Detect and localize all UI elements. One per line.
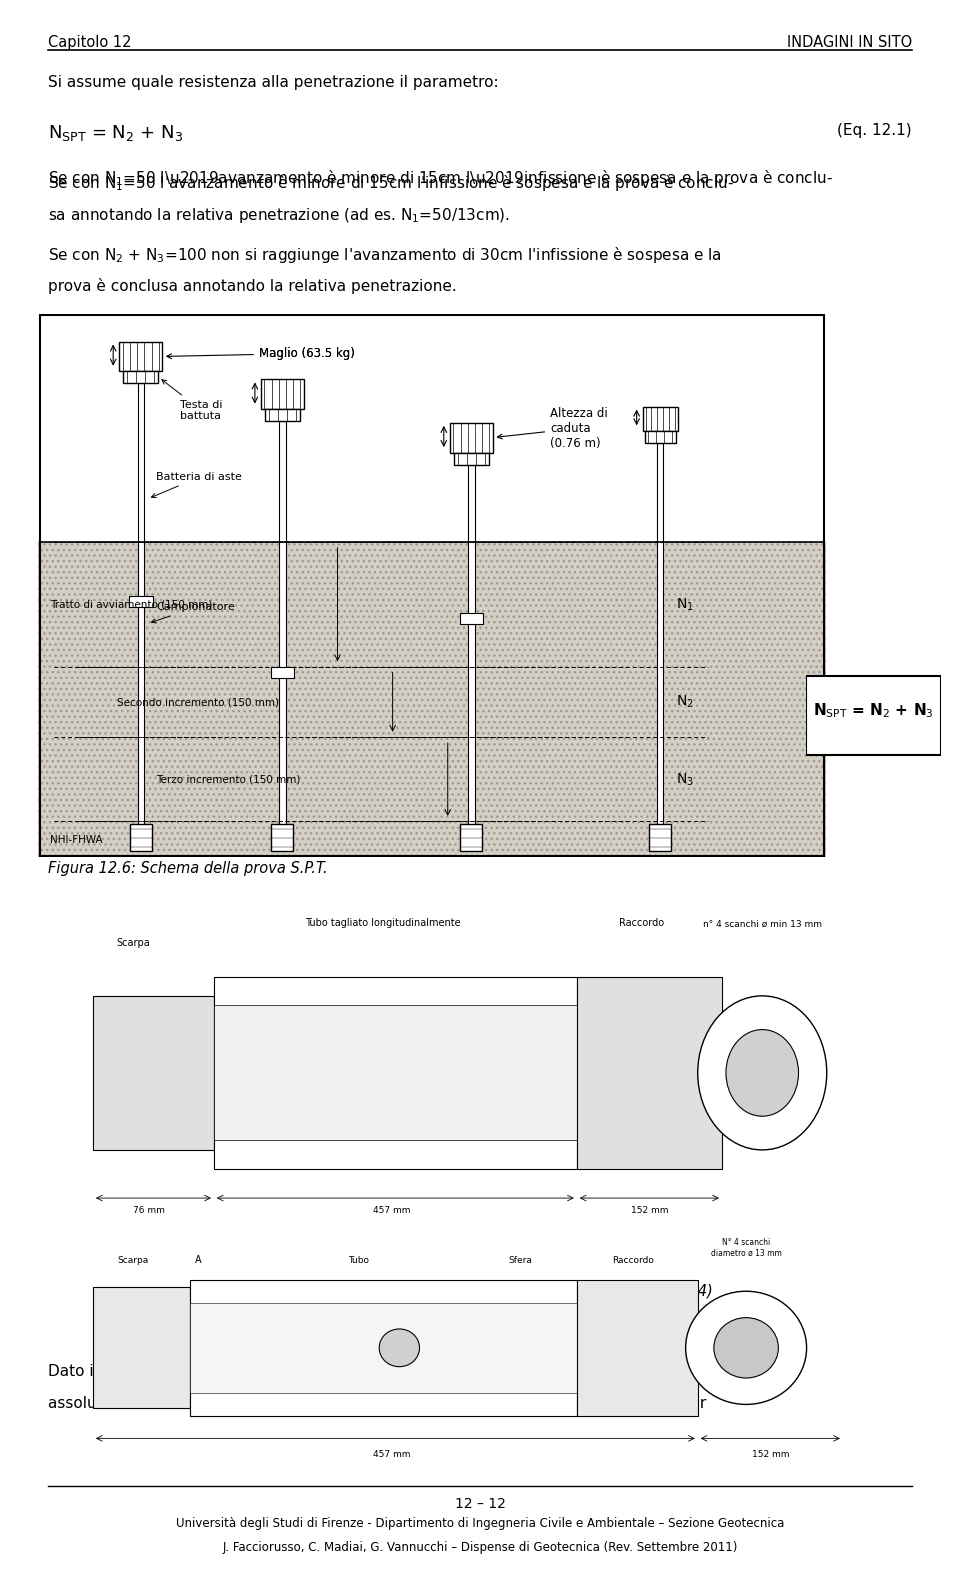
Bar [137,384,144,835]
Circle shape [726,1030,799,1116]
Bar [279,421,285,835]
Text: 457 mm: 457 mm [372,1451,410,1459]
Text: N$_{\rm SPT}$ = N$_2$ + N$_3$: N$_{\rm SPT}$ = N$_2$ + N$_3$ [813,701,934,720]
Bar [454,453,489,465]
Text: Tubo tagliato longitudinalmente: Tubo tagliato longitudinalmente [305,918,461,929]
Text: prova è conclusa annotando la relativa penetrazione.: prova è conclusa annotando la relativa p… [48,278,457,294]
Bar [271,667,294,678]
Text: Dato il carattere empirico dei metodi di interpretazione dei risultati della pro: Dato il carattere empirico dei metodi di… [48,1363,713,1379]
Text: 152 mm: 152 mm [752,1451,789,1459]
Text: Se con N$_1$=50 l\u2019avanzamento è minore di 15cm l\u2019infissione è sospesa : Se con N$_1$=50 l\u2019avanzamento è min… [48,168,833,189]
Text: Si assume quale resistenza alla penetrazione il parametro:: Si assume quale resistenza alla penetraz… [48,75,498,91]
Text: assolutamente necessario seguire in modo scrupoloso la procedura di riferimento : assolutamente necessario seguire in modo… [48,1396,707,1412]
Text: Maglio (63.5 kg): Maglio (63.5 kg) [167,347,354,360]
Bar [123,371,158,384]
Text: N$_{\rm SPT}$ = N$_2$ + N$_3$: N$_{\rm SPT}$ = N$_2$ + N$_3$ [48,123,183,143]
Bar [129,596,153,607]
Bar [460,613,483,624]
Text: Figura 12.6: Schema della prova S.P.T.: Figura 12.6: Schema della prova S.P.T. [48,861,327,877]
Bar [93,1287,190,1409]
Bar [130,824,152,852]
Text: Raccordo: Raccordo [612,1256,654,1265]
Bar [190,1280,577,1416]
Text: N$_3$: N$_3$ [676,772,694,788]
Text: NHI-FHWA: NHI-FHWA [50,835,103,846]
Text: N$_1$: N$_1$ [676,596,694,613]
Circle shape [714,1317,779,1379]
Circle shape [685,1291,806,1404]
Text: 457 mm: 457 mm [372,1206,410,1215]
Text: Tratto di avviamento (150 mm): Tratto di avviamento (150 mm) [50,599,212,610]
Bar [119,341,162,371]
Text: Batteria di aste: Batteria di aste [152,472,242,498]
Circle shape [379,1328,420,1366]
Text: N° 4 scanchi
diametro ø 13 mm: N° 4 scanchi diametro ø 13 mm [710,1237,781,1258]
Text: Capitolo 12: Capitolo 12 [48,35,132,50]
Bar [190,1303,577,1393]
Bar [642,407,678,431]
Text: Sfera: Sfera [509,1256,532,1265]
Text: Figura 12.7: Campionatore per la prova S.P.T. (ASTM D1586-84): Figura 12.7: Campionatore per la prova S… [248,1284,712,1300]
Bar [577,1280,698,1416]
Text: Secondo incremento (150 mm): Secondo incremento (150 mm) [117,696,279,707]
Text: Campionatore: Campionatore [152,602,235,623]
Text: 76 mm: 76 mm [133,1206,165,1215]
Bar [38,542,826,857]
Text: Se con N$_1$=50 l'avanzamento è minore di 15cm l'infissione è sospesa e la prova: Se con N$_1$=50 l'avanzamento è minore d… [48,173,734,193]
Bar [214,976,577,1170]
Text: Terzo incremento (150 mm): Terzo incremento (150 mm) [156,775,300,784]
Text: Testa di
battuta: Testa di battuta [162,380,223,421]
Text: Maglio (63.5 kg): Maglio (63.5 kg) [259,347,354,360]
Bar [468,465,474,835]
Text: Tubo: Tubo [348,1256,370,1265]
Bar [38,542,826,857]
Bar [461,824,482,852]
Bar [449,423,493,453]
Text: (Eq. 12.1): (Eq. 12.1) [837,123,912,138]
Bar [658,443,663,835]
Circle shape [698,997,827,1151]
Bar [272,824,294,852]
Text: 152 mm: 152 mm [631,1206,668,1215]
Text: A: A [195,1254,201,1265]
Text: 12 – 12: 12 – 12 [455,1497,505,1511]
Text: Scarpa: Scarpa [116,938,150,948]
Bar [261,379,304,409]
FancyBboxPatch shape [806,676,941,755]
Text: Altezza di
caduta
(0.76 m): Altezza di caduta (0.76 m) [497,407,608,450]
Text: Scarpa: Scarpa [118,1256,149,1265]
Bar [214,1006,577,1140]
Bar [644,431,676,443]
Bar [38,314,826,542]
Text: INDAGINI IN SITO: INDAGINI IN SITO [787,35,912,50]
Text: Raccordo: Raccordo [618,918,664,929]
Bar [265,409,300,421]
Bar [649,824,671,852]
Bar [93,997,214,1151]
Text: sa annotando la relativa penetrazione (ad es. N$_1$=50/13cm).: sa annotando la relativa penetrazione (a… [48,206,510,225]
Text: N$_2$: N$_2$ [676,693,694,711]
Text: Se con N$_2$ + N$_3$=100 non si raggiunge l'avanzamento di 30cm l'infissione è s: Se con N$_2$ + N$_3$=100 non si raggiung… [48,245,722,266]
Text: J. Facciorusso, C. Madiai, G. Vannucchi – Dispense di Geotecnica (Rev. Settembre: J. Facciorusso, C. Madiai, G. Vannucchi … [223,1541,737,1553]
Text: n° 4 scanchi ø min 13 mm: n° 4 scanchi ø min 13 mm [703,920,822,929]
Bar [577,976,722,1170]
Text: Università degli Studi di Firenze - Dipartimento di Ingegneria Civile e Ambienta: Università degli Studi di Firenze - Dipa… [176,1517,784,1530]
